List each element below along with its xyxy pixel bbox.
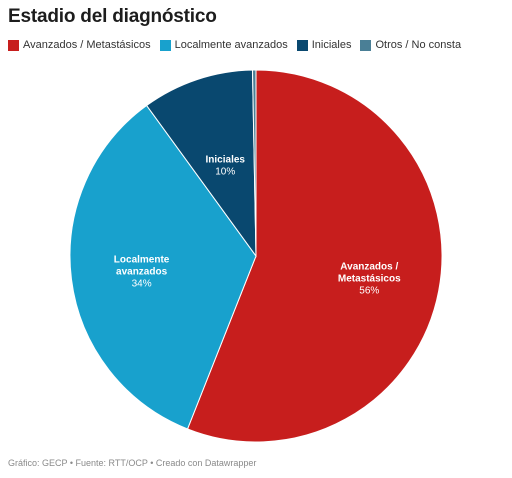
legend-item: Localmente avanzados [159,39,288,51]
legend-label: Otros / No consta [375,39,462,51]
pie-slice [251,69,257,257]
legend-swatch [159,39,171,51]
pie-slice [145,69,257,258]
slice-name-label: Metastásicos [338,274,401,285]
slice-name-label: Iniciales [206,154,246,165]
legend-label: Avanzados / Metastásicos [23,39,151,51]
legend-item: Iniciales [296,39,352,51]
legend: Avanzados / Metastásicos Localmente avanz… [8,39,470,51]
legend-item: Otros / No consta [360,39,461,51]
legend-swatch [360,39,372,51]
slice-value-label: 56% [359,286,379,297]
legend-swatch [296,39,308,51]
legend-label: Localmente avanzados [174,39,288,51]
slice-name-label: Avanzados / [340,262,398,273]
slice-value-label: 10% [215,166,235,177]
chart-footer: Gráfico: GECP • Fuente: RTT/OCP • Creado… [8,458,257,468]
pie-slice [69,104,257,430]
legend-swatch [8,39,19,51]
slice-value-label: 34% [132,278,152,289]
slice-name-label: avanzados [116,266,168,277]
legend-item: Avanzados / Metastásicos [8,39,151,51]
slice-name-label: Localmente [114,254,170,265]
pie-slice [186,69,443,443]
legend-label: Iniciales [311,39,352,51]
chart-title: Estadio del diagnóstico [8,6,217,27]
